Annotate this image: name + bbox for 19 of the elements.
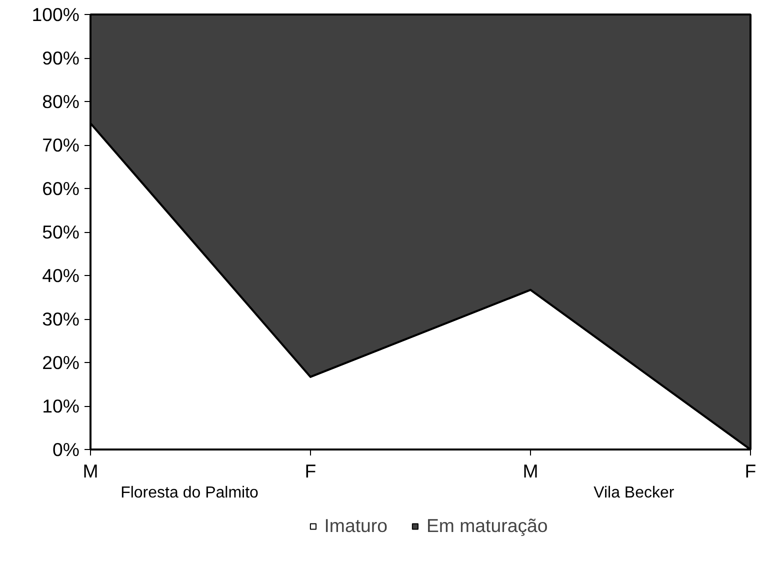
- y-tick-label: 80%: [42, 91, 80, 112]
- text: Vila Becker: [594, 484, 675, 502]
- legend-label: Imaturo: [324, 515, 388, 537]
- x-tick-label: M: [522, 460, 538, 482]
- x-tick-label: F: [744, 460, 756, 482]
- y-tick-label: 50%: [42, 222, 80, 242]
- x-tick-label: F: [304, 460, 316, 482]
- y-tick-label: 70%: [42, 134, 80, 156]
- y-tick-label: 10%: [42, 396, 80, 416]
- y-tick-label: 0%: [52, 439, 80, 460]
- x-tick-label: M: [82, 460, 98, 482]
- y-tick-label: 100%: [32, 4, 80, 25]
- legend-label: Em maturação: [426, 515, 548, 537]
- text: Floresta do Palmito: [120, 484, 259, 502]
- y-tick-label: 30%: [42, 308, 80, 330]
- y-tick-label: 90%: [42, 48, 80, 68]
- y-tick-label: 20%: [42, 352, 80, 373]
- y-tick-label: 40%: [42, 265, 80, 286]
- y-tick-label: 60%: [42, 178, 80, 199]
